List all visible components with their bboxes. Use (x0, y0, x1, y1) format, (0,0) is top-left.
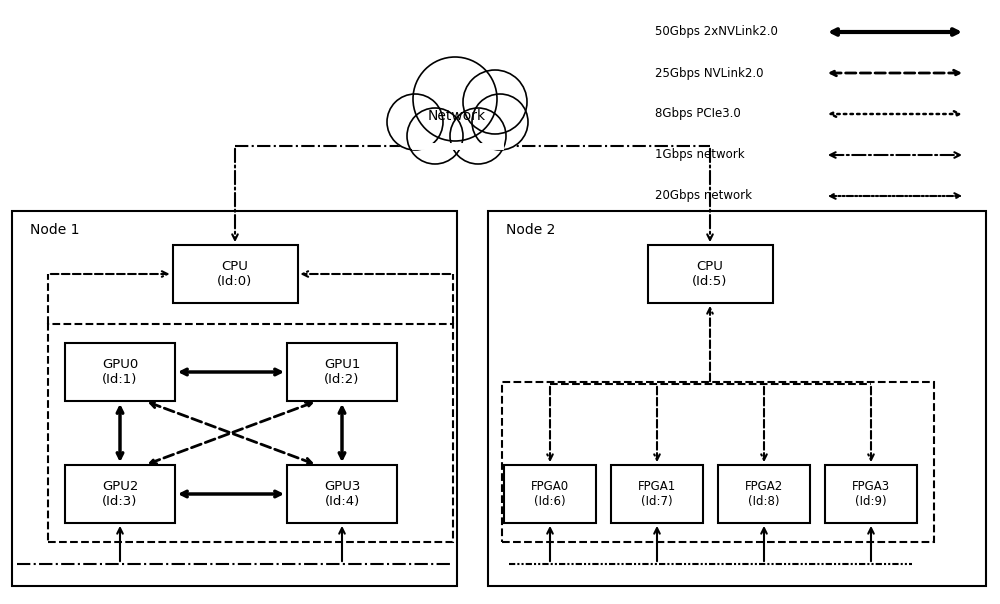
Bar (488, 211, 986, 586)
FancyBboxPatch shape (611, 465, 703, 523)
FancyBboxPatch shape (648, 245, 772, 303)
Circle shape (413, 57, 497, 141)
Text: Node 1: Node 1 (30, 223, 80, 237)
Circle shape (463, 70, 527, 134)
Text: FPGA3
(Id:9): FPGA3 (Id:9) (852, 480, 890, 508)
Text: GPU3
(Id:4): GPU3 (Id:4) (324, 480, 360, 508)
Text: 8Gbps PCIe3.0: 8Gbps PCIe3.0 (655, 108, 741, 121)
Circle shape (407, 108, 463, 164)
FancyBboxPatch shape (65, 465, 175, 523)
Bar (12, 211, 457, 586)
FancyBboxPatch shape (287, 465, 397, 523)
FancyBboxPatch shape (825, 465, 917, 523)
Text: FPGA0
(Id:6): FPGA0 (Id:6) (531, 480, 569, 508)
FancyBboxPatch shape (287, 343, 397, 401)
Text: GPU2
(Id:3): GPU2 (Id:3) (102, 480, 138, 508)
Text: 20Gbps network: 20Gbps network (655, 190, 752, 202)
Text: Node 2: Node 2 (506, 223, 555, 237)
Text: CPU
(Id:0): CPU (Id:0) (217, 260, 253, 288)
Text: FPGA1
(Id:7): FPGA1 (Id:7) (638, 480, 676, 508)
Text: 25Gbps NVLink2.0: 25Gbps NVLink2.0 (655, 66, 764, 80)
Text: FPGA2
(Id:8): FPGA2 (Id:8) (745, 480, 783, 508)
Text: 50Gbps 2xNVLink2.0: 50Gbps 2xNVLink2.0 (655, 25, 778, 39)
Circle shape (387, 94, 443, 150)
Text: GPU0
(Id:1): GPU0 (Id:1) (102, 358, 138, 386)
Text: CPU
(Id:5): CPU (Id:5) (692, 260, 728, 288)
Circle shape (472, 94, 528, 150)
FancyBboxPatch shape (718, 465, 810, 523)
FancyBboxPatch shape (173, 245, 298, 303)
FancyBboxPatch shape (65, 343, 175, 401)
Text: 1Gbps network: 1Gbps network (655, 149, 745, 161)
FancyBboxPatch shape (504, 465, 596, 523)
Text: GPU1
(Id:2): GPU1 (Id:2) (324, 358, 360, 386)
Circle shape (450, 108, 506, 164)
Text: Network: Network (428, 109, 486, 123)
